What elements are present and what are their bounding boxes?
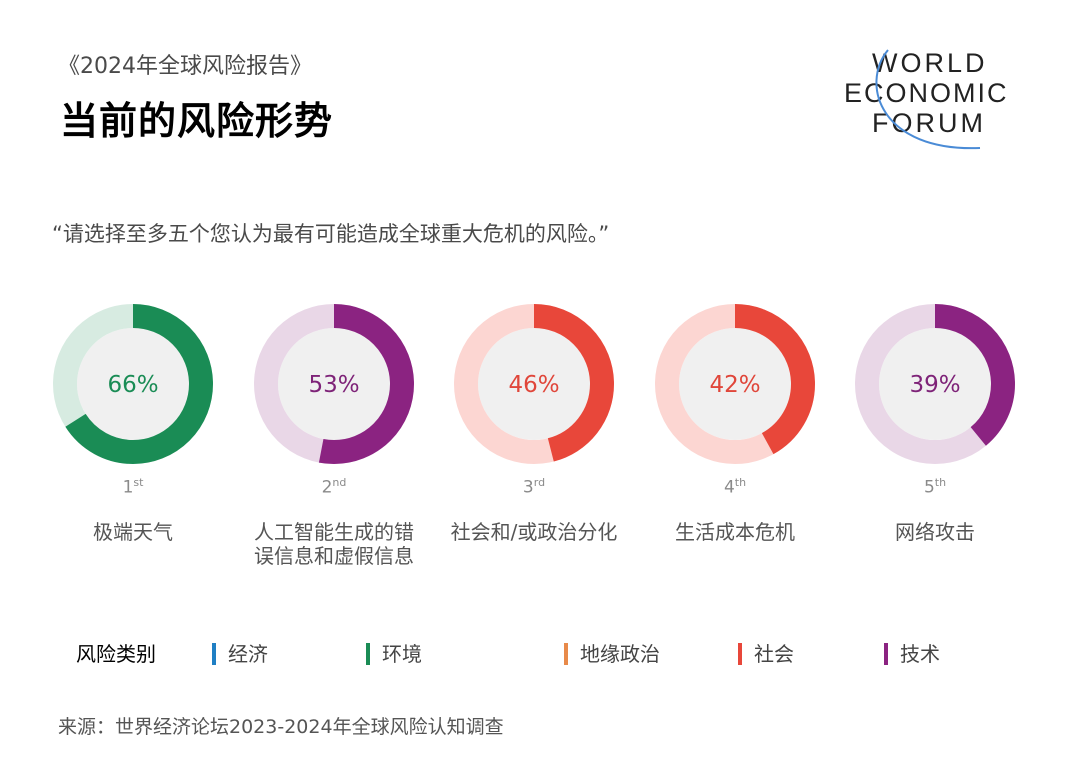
- donut-value-label: 53%: [308, 372, 359, 398]
- wef-logo: WORLD ECONOMIC FORUM: [844, 48, 1009, 150]
- donut-chart: 46%: [454, 304, 614, 464]
- legend-item: 地缘政治: [564, 638, 660, 667]
- risk-label: 网络攻击: [895, 519, 975, 544]
- risk-item-2: 53% 2nd 人工智能生成的错误信息和虚假信息: [234, 302, 434, 568]
- survey-question: “请选择至多五个您认为最有可能造成全球重大危机的风险。”: [52, 222, 610, 246]
- donut-value-label: 66%: [107, 372, 158, 398]
- legend-item: 环境: [366, 638, 422, 667]
- risk-label: 生活成本危机: [675, 519, 795, 544]
- legend-item: 技术: [884, 638, 940, 667]
- legend-label: 技术: [900, 642, 940, 666]
- rank-label: 1st: [122, 476, 144, 498]
- donut-chart: 66%: [53, 304, 213, 464]
- donut-center: [478, 328, 590, 440]
- report-subtitle: 《2024年全球风险报告》: [58, 54, 312, 79]
- donut-value-arc: [454, 304, 614, 464]
- legend-swatch: [738, 643, 742, 665]
- legend-swatch: [884, 643, 888, 665]
- legend: 风险类别 经济 环境 地缘政治 社会 技术: [76, 638, 1036, 668]
- risk-label: 人工智能生成的错误信息和虚假信息: [254, 519, 414, 568]
- rank-label: 2nd: [321, 476, 347, 498]
- legend-label: 经济: [228, 642, 268, 666]
- risk-item-5: 39% 5th 网络攻击: [835, 302, 1035, 544]
- donut-value-arc: [254, 304, 414, 464]
- donut-value-label: 42%: [709, 372, 760, 398]
- risk-item-1: 66% 1st 极端天气: [33, 302, 233, 544]
- logo-line-3: FORUM: [872, 108, 986, 138]
- legend-swatch: [366, 643, 370, 665]
- source-note: 来源：世界经济论坛2023-2024年全球风险认知调查: [58, 716, 504, 738]
- risk-item-4: 42% 4th 生活成本危机: [635, 302, 835, 544]
- risk-label: 社会和/或政治分化: [450, 519, 618, 544]
- donut-value-arc: [53, 304, 213, 464]
- rank-label: 4th: [723, 476, 747, 498]
- risk-item-3: 46% 3rd 社会和/或政治分化: [434, 302, 634, 544]
- logo-line-2: ECONOMIC: [844, 78, 1009, 108]
- donut-value-arc: [855, 304, 1015, 464]
- donut-value-arc: [655, 304, 815, 464]
- legend-label: 地缘政治: [580, 642, 660, 666]
- rank-label: 5th: [923, 476, 947, 498]
- legend-label: 社会: [754, 642, 794, 666]
- donut-center: [679, 328, 791, 440]
- donut-value-label: 46%: [508, 372, 559, 398]
- logo-line-1: WORLD: [872, 48, 988, 78]
- donut-value-label: 39%: [909, 372, 960, 398]
- donut-center: [77, 328, 189, 440]
- logo-arc: [875, 49, 981, 150]
- donut-chart: 39%: [855, 304, 1015, 464]
- legend-swatch: [212, 643, 216, 665]
- legend-title: 风险类别: [76, 642, 156, 666]
- legend-item: 经济: [212, 638, 268, 667]
- donut-center: [879, 328, 991, 440]
- rank-label: 3rd: [522, 476, 546, 498]
- donut-chart: 42%: [655, 304, 815, 464]
- donut-chart: 53%: [254, 304, 414, 464]
- risk-label: 极端天气: [93, 519, 173, 544]
- page-title: 当前的风险形势: [60, 99, 334, 143]
- legend-swatch: [564, 643, 568, 665]
- legend-item: 社会: [738, 638, 794, 667]
- donut-center: [278, 328, 390, 440]
- legend-label: 环境: [382, 642, 422, 666]
